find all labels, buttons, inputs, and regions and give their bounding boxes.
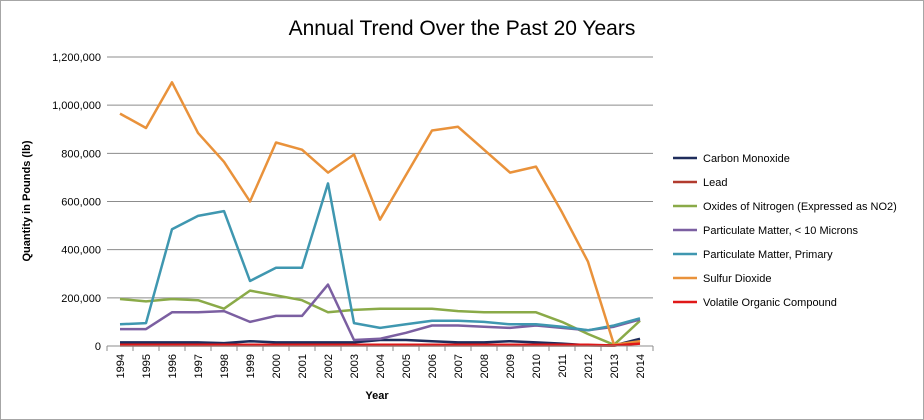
x-tick-label: 1998: [219, 354, 231, 378]
x-axis-label: Year: [365, 390, 389, 402]
y-tick-label: 400,000: [61, 245, 101, 257]
x-tick-label: 1995: [141, 354, 153, 378]
series-line-6: [120, 342, 641, 347]
x-tick-label: 2009: [505, 354, 517, 378]
x-tick-label: 2001: [297, 354, 309, 378]
x-tick-label: 2000: [271, 354, 283, 378]
series-line-4: [119, 182, 641, 332]
x-tick-label: 2012: [583, 354, 595, 378]
x-tick-label: 2014: [635, 354, 647, 378]
series-lines: [119, 81, 641, 348]
x-tick-label: 2013: [609, 354, 621, 378]
y-tick-label: 800,000: [61, 148, 101, 160]
x-tick-label: 1999: [245, 354, 257, 378]
legend-label: Particulate Matter, < 10 Microns: [703, 225, 858, 237]
chart-title: Annual Trend Over the Past 20 Years: [289, 17, 636, 40]
y-tick-label: 200,000: [61, 293, 101, 305]
x-axis-ticks: 1994 1995 1996 1997 1998 1999 2000 2001 2002 2003…: [106, 346, 654, 378]
legend-label: Lead: [703, 177, 727, 189]
y-tick-label: 0: [95, 341, 101, 353]
x-tick-label: 2010: [531, 354, 543, 378]
y-axis-ticks: 0 200,000 400,000 600,000 800,000 1,000,000 1,…: [52, 52, 101, 353]
gridlines: [107, 56, 653, 299]
legend-label: Carbon Monoxide: [703, 153, 790, 165]
series-line-3: [120, 283, 641, 342]
series-line-2: [119, 289, 641, 347]
legend-label: Sulfur Dioxide: [703, 273, 771, 285]
x-tick-label: 2003: [349, 354, 361, 378]
legend-label: Oxides of Nitrogen (Expressed as NO2): [703, 201, 897, 213]
legend: Carbon Monoxide Lead Oxides of Nitrogen (E…: [673, 153, 897, 309]
legend-label: Volatile Organic Compound: [703, 297, 837, 309]
x-tick-label: 2007: [453, 354, 465, 378]
y-tick-label: 1,200,000: [52, 52, 101, 64]
x-tick-label: 2005: [401, 354, 413, 378]
x-tick-label: 2008: [479, 354, 491, 378]
x-tick-label: 2002: [323, 354, 335, 378]
x-tick-label: 1994: [115, 354, 127, 378]
x-tick-label: 1997: [193, 354, 205, 378]
x-tick-label: 2006: [427, 354, 439, 378]
y-tick-label: 600,000: [61, 197, 101, 209]
x-tick-label: 2011: [557, 354, 569, 378]
x-tick-label: 2004: [375, 354, 387, 378]
y-tick-label: 1,000,000: [52, 100, 101, 112]
series-line-5: [119, 81, 641, 347]
x-tick-label: 1996: [167, 354, 179, 378]
legend-label: Particulate Matter, Primary: [703, 249, 833, 261]
y-axis-label: Quantity in Pounds (lb): [21, 140, 33, 261]
